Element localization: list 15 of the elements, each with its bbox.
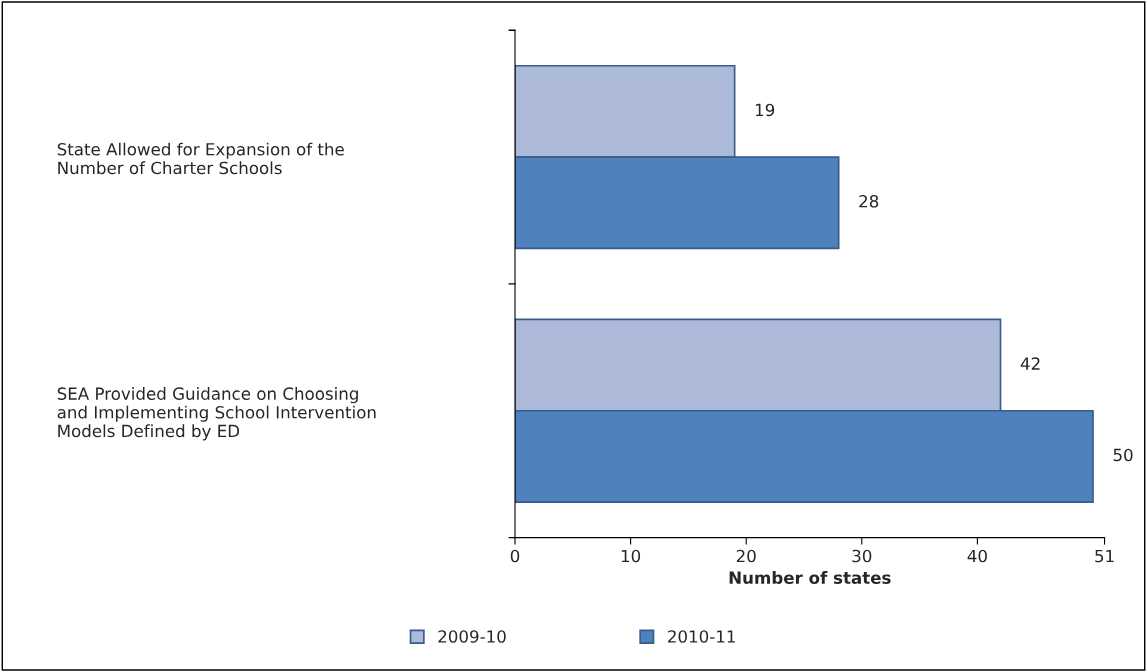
data-label: 19 bbox=[755, 103, 775, 117]
y-tick-label: State Allowed for Expansion of the Number of Charter Schools bbox=[57, 142, 344, 175]
x-tick-label: 30 bbox=[852, 549, 872, 563]
x-tick-label: 40 bbox=[967, 549, 987, 563]
x-tick-label: 51 bbox=[1095, 549, 1114, 563]
x-tick-label: 20 bbox=[736, 549, 756, 563]
legend-label: 2010-11 bbox=[668, 630, 735, 643]
legend-label: 2009-10 bbox=[438, 630, 506, 643]
data-label: 42 bbox=[1020, 357, 1040, 370]
y-tick-label: SEA Provided Guidance on Choosing and Implementing School Intervention Models Defined by ED bbox=[57, 387, 376, 441]
data-label: 50 bbox=[1113, 448, 1133, 462]
x-tick-label: 10 bbox=[621, 549, 641, 563]
x-axis-title: Number of states bbox=[729, 571, 891, 584]
x-tick-label: 0 bbox=[510, 549, 520, 563]
data-label: 28 bbox=[859, 194, 879, 208]
